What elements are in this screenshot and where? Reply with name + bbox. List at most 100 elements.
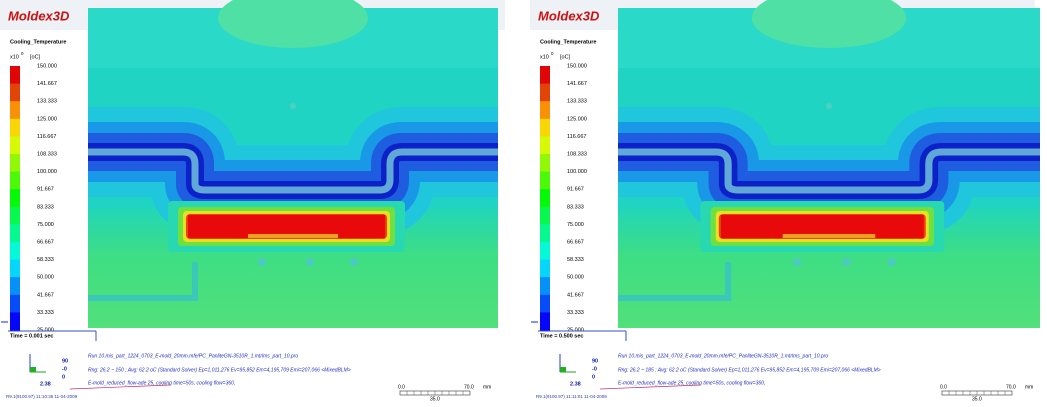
field-dome bbox=[218, 0, 368, 48]
unit: [oC] bbox=[30, 54, 41, 60]
legend-label: 66.667 bbox=[567, 239, 584, 245]
color-bar-segment bbox=[10, 66, 20, 85]
color-bar-segment bbox=[540, 242, 550, 261]
simulation-view bbox=[88, 0, 498, 328]
channel-dot bbox=[258, 258, 266, 266]
legend-label: 125.000 bbox=[37, 116, 57, 122]
scale-mid: 35.0 bbox=[972, 396, 982, 402]
triad-label: -0 bbox=[592, 366, 597, 372]
legend-label: 41.667 bbox=[567, 292, 584, 298]
color-bar-segment bbox=[540, 206, 550, 225]
axis-origin bbox=[560, 367, 566, 372]
color-bar-segment bbox=[540, 224, 550, 243]
legend-label: 150.000 bbox=[567, 63, 587, 69]
color-bar-segment bbox=[10, 312, 20, 331]
color-bar-segment bbox=[10, 83, 20, 102]
legend-label: 116.667 bbox=[37, 134, 56, 140]
cooling-channel-lower bbox=[618, 262, 732, 301]
legend-label: 41.667 bbox=[37, 292, 54, 298]
panel: Moldex3DCooling_Temperaturex100[oC]150.0… bbox=[530, 0, 1042, 402]
info-line: Rng: 26.2 ~ 150 ; Avg: 62.2 oC (Standard… bbox=[88, 367, 351, 373]
info-line: E-mold_reduced_flow-ade 25, cooling time… bbox=[88, 380, 235, 386]
color-bar-segment bbox=[540, 136, 550, 155]
legend-label: 66.667 bbox=[37, 239, 54, 245]
color-bar-segment bbox=[10, 118, 20, 137]
legend-label: 50.000 bbox=[567, 275, 584, 281]
color-bar-segment bbox=[10, 189, 20, 208]
cooling-channel-lower bbox=[88, 262, 198, 301]
triad-label: -0 bbox=[62, 366, 67, 372]
legend-label: 75.000 bbox=[567, 222, 584, 228]
scale-start: 0.0 bbox=[940, 384, 947, 390]
part-gap bbox=[248, 234, 338, 238]
axis-origin bbox=[30, 367, 36, 372]
color-bar-segment bbox=[10, 294, 20, 313]
scale-end: 70.0 bbox=[1006, 384, 1016, 390]
color-bar-segment bbox=[10, 277, 20, 296]
scale-unit: mm bbox=[483, 384, 491, 390]
field bbox=[618, 0, 1040, 328]
triad-label: 0 bbox=[62, 374, 65, 380]
legend-label: 25.000 bbox=[37, 327, 54, 333]
part bbox=[188, 215, 385, 238]
channel-dot bbox=[350, 258, 358, 266]
color-bar-segment bbox=[10, 101, 20, 120]
color-bar-segment bbox=[540, 66, 550, 85]
channel-dot bbox=[887, 258, 896, 266]
legend-label: 100.000 bbox=[37, 169, 57, 175]
legend-label: 75.000 bbox=[37, 222, 54, 228]
legend-label: 133.333 bbox=[37, 99, 57, 105]
triad-label: 0 bbox=[592, 374, 595, 380]
legend-label: 33.333 bbox=[37, 310, 54, 316]
simulation-view bbox=[618, 0, 1040, 328]
color-bar-segment bbox=[540, 171, 550, 190]
color-bar-segment bbox=[10, 242, 20, 261]
brand: Moldex3D bbox=[538, 8, 600, 23]
info-line: E-mold_reduced_flow-ade 25, cooling time… bbox=[618, 380, 765, 386]
panel: Moldex3DCooling_Temperaturex100[oC]150.0… bbox=[0, 0, 512, 402]
color-bar-segment bbox=[540, 83, 550, 102]
legend-label: 58.333 bbox=[567, 257, 584, 263]
color-bar-segment bbox=[540, 294, 550, 313]
color-bar-segment bbox=[540, 277, 550, 296]
legend-title: Cooling_Temperature bbox=[540, 39, 596, 45]
color-bar-segment bbox=[540, 189, 550, 208]
color-bar-segment bbox=[10, 154, 20, 173]
legend-label: 141.667 bbox=[37, 81, 57, 87]
color-bar-segment bbox=[540, 312, 550, 331]
legend-label: 83.333 bbox=[567, 204, 584, 210]
time-label: Time = 0.500 sec bbox=[540, 333, 583, 339]
scale-mid: 35.0 bbox=[430, 396, 440, 402]
info-line: Rng: 26.2 ~ 185 ; Avg: 62.2 oC (Standard… bbox=[618, 367, 881, 373]
legend-label: 108.333 bbox=[567, 151, 587, 157]
legend-title: Cooling_Temperature bbox=[10, 39, 66, 45]
color-bar-segment bbox=[540, 154, 550, 173]
unit-exponent: 0 bbox=[21, 51, 24, 56]
triad-label: 90 bbox=[62, 358, 68, 364]
color-bar-segment bbox=[10, 171, 20, 190]
legend-label: 33.333 bbox=[567, 310, 584, 316]
scale-start: 0.0 bbox=[398, 384, 405, 390]
legend-label: 25.000 bbox=[567, 327, 584, 333]
unit-prefix: x10 bbox=[540, 54, 549, 60]
channel-dot bbox=[792, 258, 802, 266]
footer: R9.1(9100.97) 11:11:01 11-04-2009 bbox=[536, 394, 607, 399]
legend-label: 100.000 bbox=[567, 169, 587, 175]
triad-label: 2.38 bbox=[570, 381, 581, 387]
legend-label: 150.000 bbox=[37, 63, 57, 69]
legend-label: 50.000 bbox=[37, 275, 54, 281]
channel-dot bbox=[825, 103, 833, 109]
part bbox=[720, 215, 924, 238]
channel-dot bbox=[290, 103, 296, 109]
info-underline bbox=[69, 384, 171, 390]
channel-dot bbox=[842, 258, 851, 266]
info-line: Run 10.mis_part_1224_0703_E-mold_20mm.mf… bbox=[618, 353, 828, 359]
scale-end: 70.0 bbox=[464, 384, 474, 390]
unit-exponent: 0 bbox=[551, 51, 554, 56]
color-bar-segment bbox=[540, 259, 550, 278]
cooling-channel bbox=[88, 148, 498, 194]
time-label: Time = 0.001 sec bbox=[10, 333, 53, 339]
channel-dot bbox=[306, 258, 314, 266]
